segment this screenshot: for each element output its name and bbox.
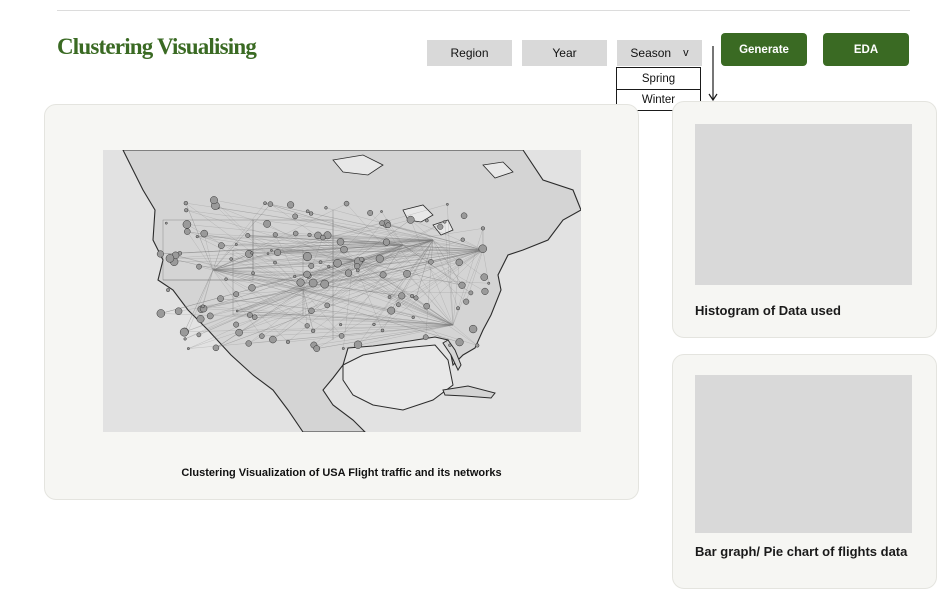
eda-button[interactable]: EDA [823, 33, 909, 66]
season-option-spring[interactable]: Spring [641, 72, 676, 85]
region-filter-label: Region [450, 46, 489, 60]
season-option-winter[interactable]: Winter [617, 89, 700, 110]
season-dropdown-menu: Spring Winter [616, 67, 701, 111]
flight-network-map-image [103, 150, 581, 432]
chevron-down-icon: v [683, 47, 689, 59]
year-filter-label: Year [552, 46, 577, 60]
season-filter-button[interactable]: Season v [617, 40, 702, 66]
bar-chart-panel: Bar graph/ Pie chart of flights data [672, 354, 937, 589]
histogram-title: Histogram of Data used [695, 303, 841, 318]
bar-chart-title: Bar graph/ Pie chart of flights data [695, 544, 908, 559]
region-filter-button[interactable]: Region [427, 40, 512, 66]
map-panel: Clustering Visualization of USA Flight t… [44, 104, 639, 500]
year-filter-button[interactable]: Year [522, 40, 607, 66]
flight-network-map [103, 150, 581, 432]
page-title: Clustering Visualising [57, 34, 257, 59]
bar-chart-placeholder [695, 375, 912, 533]
generate-button[interactable]: Generate [721, 33, 807, 66]
histogram-placeholder [695, 124, 912, 285]
top-divider [57, 10, 910, 11]
histogram-panel: Histogram of Data used [672, 101, 937, 338]
arrow-down-icon [708, 46, 718, 102]
season-filter-label: Season [630, 46, 672, 60]
map-caption: Clustering Visualization of USA Flight t… [181, 467, 502, 479]
